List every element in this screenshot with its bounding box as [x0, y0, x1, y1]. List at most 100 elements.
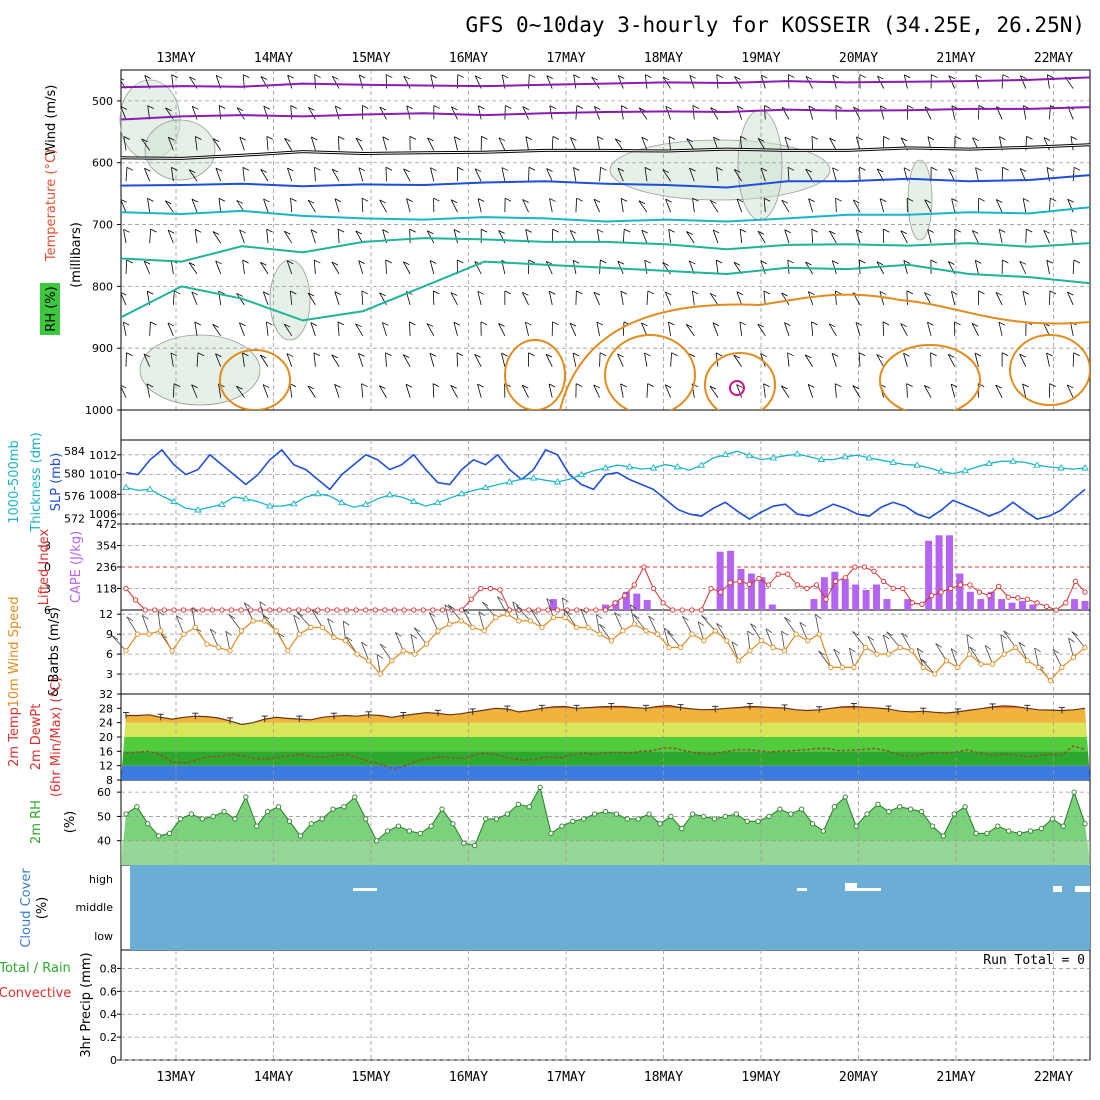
- rh-line-point: [1082, 821, 1088, 827]
- precip-tick-label: 0.8: [100, 962, 118, 975]
- wind-barb-flag: [194, 321, 202, 326]
- wind-barb: [450, 385, 458, 398]
- wind-speed-line-point: [377, 671, 383, 677]
- wind-barb: [781, 199, 790, 213]
- lifted-index-line-point: [248, 607, 254, 613]
- wind-barb-flag: [858, 352, 866, 357]
- lifted-index-line-point: [545, 607, 551, 613]
- cape-bar: [925, 540, 933, 610]
- thickness-line-point: [433, 498, 442, 506]
- rh-line-point: [297, 833, 304, 839]
- rh-line-point: [668, 813, 674, 820]
- date-label-top: 15MAY: [351, 51, 390, 66]
- wind-barb-10m-flag: [447, 604, 455, 610]
- cape-bar: [1081, 600, 1089, 610]
- wind-barb-flag: [478, 105, 485, 110]
- wind-speed-line-point: [758, 638, 765, 644]
- lifted-index-line-point: [1034, 600, 1040, 606]
- wind-barb: [876, 261, 885, 275]
- wind-barb: [665, 198, 671, 213]
- wind-barb-flag: [453, 321, 461, 326]
- lifted-index-line-point: [794, 582, 800, 588]
- rh-line-point: [461, 840, 467, 846]
- wind-speed-line-point: [989, 661, 996, 667]
- wind-barb: [763, 105, 766, 120]
- wind-barb-flag: [954, 321, 961, 326]
- wind-barb: [194, 136, 198, 151]
- wind-speed-line-point: [204, 641, 210, 647]
- wind-barb: [808, 105, 814, 120]
- wind-barb: [709, 293, 719, 306]
- wind-barb: [172, 290, 175, 305]
- wind-barb-10m-flag: [531, 609, 538, 615]
- wind-barb: [879, 291, 885, 306]
- thickness-line-point: [1057, 464, 1065, 471]
- wind-barb-flag: [549, 198, 556, 202]
- wind-barb: [900, 230, 908, 244]
- wind-barb: [832, 167, 837, 182]
- rh-line-point: [907, 806, 914, 812]
- wind-barb: [121, 385, 127, 398]
- wind-barb: [242, 167, 245, 182]
- wind-barb: [171, 167, 174, 182]
- wind-barb-flag: [808, 291, 815, 295]
- rh-line-point: [166, 830, 173, 837]
- wind-barb-flag: [620, 383, 627, 388]
- wind-barb: [545, 353, 553, 367]
- wind-barb: [262, 384, 269, 398]
- rh-line-point: [809, 821, 816, 827]
- wind-barb-flag: [620, 197, 628, 202]
- wind-barb: [641, 229, 648, 244]
- wind-barb: [1046, 74, 1050, 89]
- wind-barb-10m-flag: [716, 622, 723, 628]
- lifted-index-line-point: [612, 600, 618, 606]
- wind-barb-flag: [385, 352, 392, 357]
- wind-barb: [196, 352, 199, 367]
- wind-barb-10m: [818, 650, 832, 668]
- lifted-index-line-point: [813, 582, 820, 588]
- wind-barb: [808, 198, 814, 213]
- precip-tick-label: 0: [110, 1054, 117, 1067]
- wind-barb-flag: [456, 352, 464, 357]
- rh-line-point: [559, 823, 565, 829]
- wind-barb-10m-flag: [243, 602, 251, 608]
- wind-barb: [313, 352, 316, 367]
- lifted-index-line-point: [756, 575, 762, 582]
- wind-barb-flag: [528, 166, 536, 171]
- wind-speed-line-point: [481, 628, 487, 634]
- wind-speed-line-point: [342, 638, 349, 644]
- wind-barb: [852, 385, 861, 398]
- wind-barb-flag: [638, 107, 646, 112]
- wind-barb-10m-flag: [345, 636, 353, 642]
- wind-barb-flag: [260, 169, 267, 173]
- wind-barb-flag: [525, 136, 533, 140]
- wind-barb: [236, 385, 245, 398]
- wind-barb-flag: [121, 384, 127, 389]
- wind-barb: [477, 384, 482, 398]
- wind-barb-flag: [876, 168, 884, 173]
- wind-speed-line-point: [146, 631, 152, 637]
- cape-bar: [966, 591, 974, 610]
- wind-barb-flag: [239, 136, 247, 141]
- wind-barb-flag: [808, 105, 816, 110]
- wind-barb-flag: [430, 260, 437, 264]
- wind-barb: [757, 231, 766, 244]
- wind-barb-flag: [671, 352, 678, 357]
- rh-line-point: [548, 830, 554, 837]
- wind-speed-line-point: [389, 658, 395, 664]
- wind-barb: [172, 383, 175, 398]
- wind-barb: [829, 230, 837, 244]
- wind-barb: [379, 199, 387, 213]
- wind-barb-flag: [784, 322, 791, 326]
- wind-barb: [763, 383, 766, 398]
- wind-barb: [852, 199, 861, 213]
- wind-barb: [811, 229, 814, 244]
- lifted-index-line-point: [420, 607, 426, 613]
- wind-barb-10m-flag: [516, 605, 523, 611]
- wind-speed-line-point: [897, 644, 903, 651]
- wind-barb: [807, 384, 814, 398]
- ylabel-cape: CAPE (J/kg): [69, 531, 84, 603]
- wind-barb-10m: [447, 604, 462, 622]
- wind-barb: [736, 106, 743, 120]
- wind-barb-flag: [692, 290, 699, 295]
